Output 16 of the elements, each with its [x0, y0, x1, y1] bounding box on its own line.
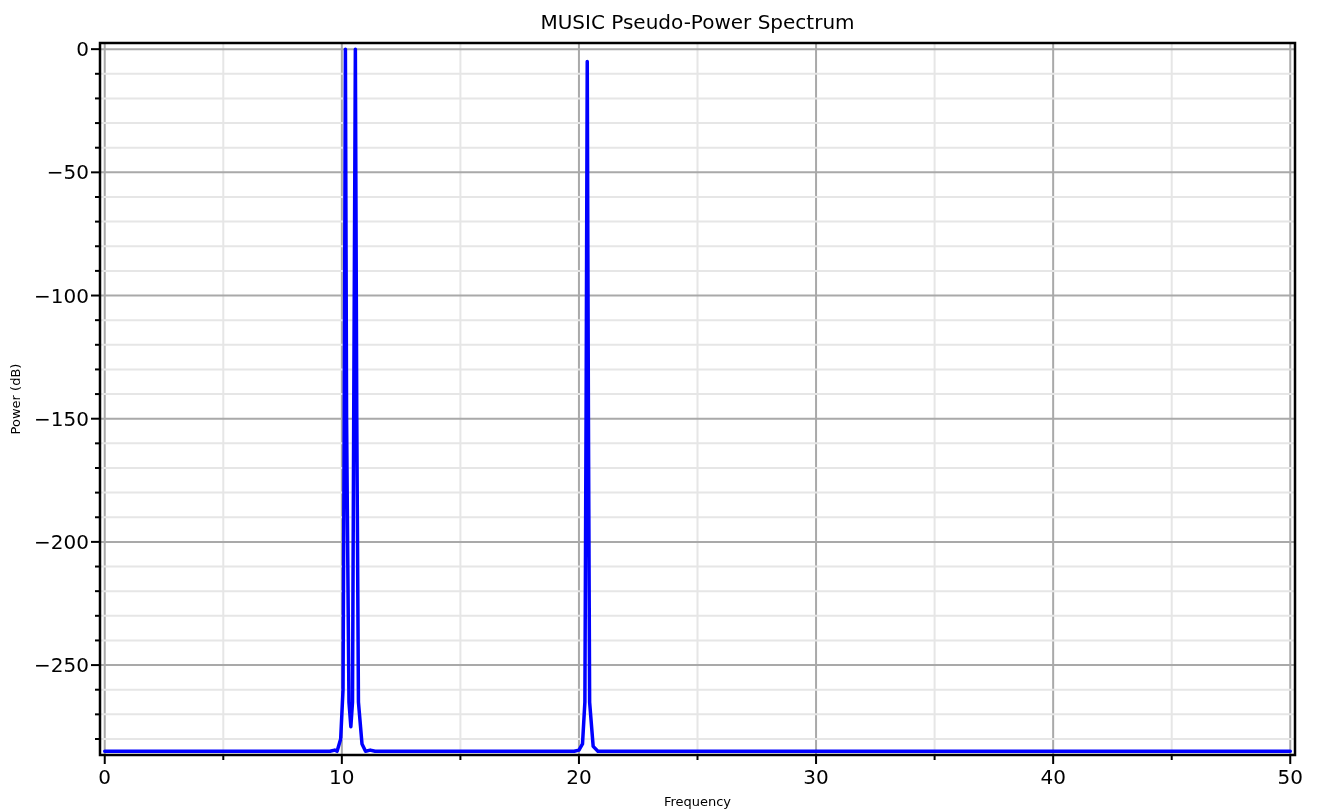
x-tick-label: 40: [1040, 765, 1066, 789]
x-tick-label: 20: [566, 765, 592, 789]
y-tick-label: −50: [46, 160, 89, 185]
y-tick-label: 0: [76, 37, 89, 62]
y-tick-label: −100: [34, 283, 89, 308]
y-tick-label: −150: [34, 406, 89, 431]
y-tick-label: −200: [34, 529, 89, 554]
x-axis-title: Frequency: [663, 794, 732, 809]
x-tick-label: 0: [98, 765, 112, 789]
chart-title: MUSIC Pseudo-Power Spectrum: [540, 10, 855, 34]
x-tick-label: 30: [803, 765, 829, 789]
line-series: [102, 47, 1293, 754]
y-tick-label: −250: [34, 653, 89, 678]
y-axis-title: Power (dB): [8, 363, 23, 435]
x-tick-label: 10: [329, 765, 355, 789]
x-tick-label: 50: [1277, 765, 1303, 789]
